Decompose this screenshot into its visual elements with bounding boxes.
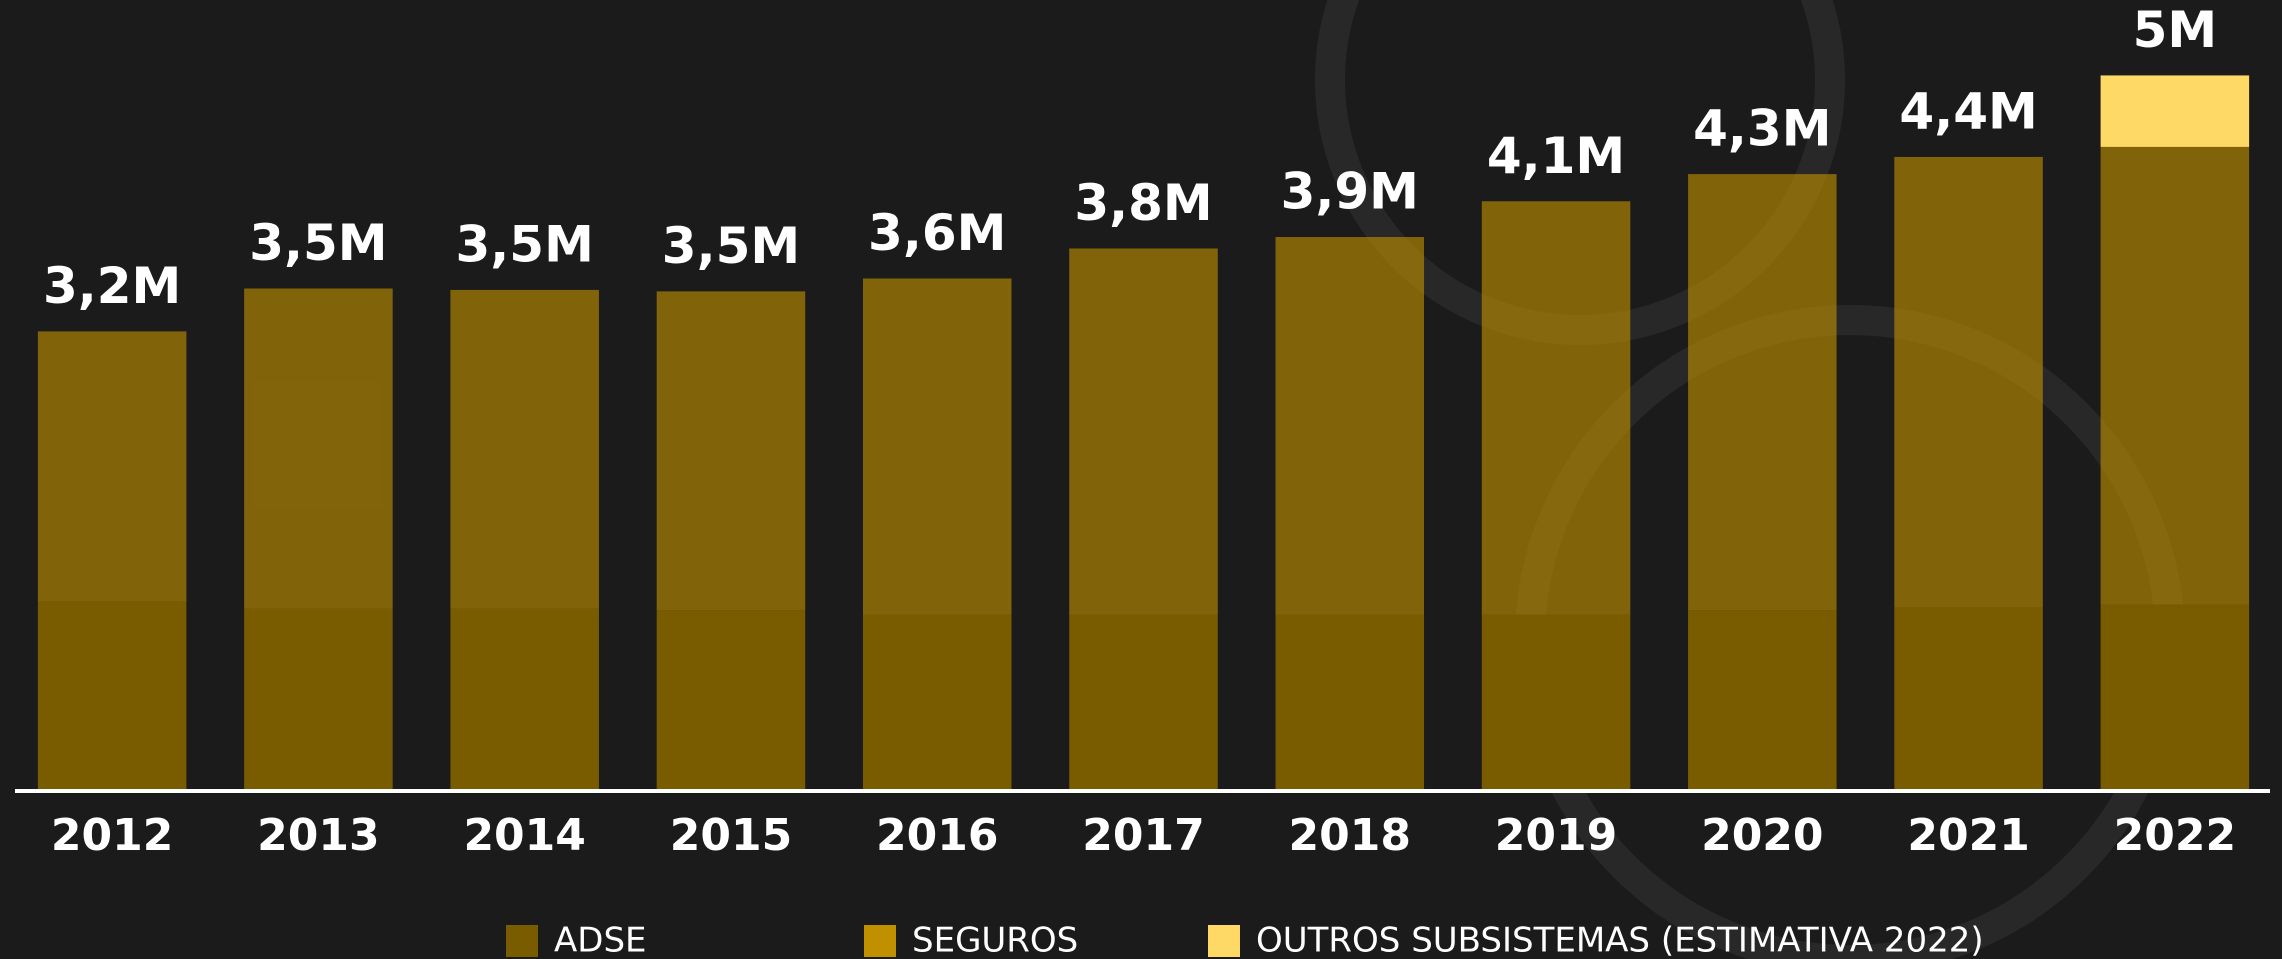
- bar: [1275, 237, 1425, 615]
- bar: [862, 614, 1012, 789]
- bar: [1481, 614, 1631, 789]
- total-label: 3,5M: [249, 214, 387, 272]
- x-tick-label: 2016: [876, 810, 998, 861]
- bar: [656, 291, 806, 611]
- x-tick-label: 2019: [1495, 810, 1617, 861]
- bar: [656, 610, 806, 789]
- bar: [2100, 75, 2250, 147]
- x-tick-label: 2022: [2114, 810, 2236, 861]
- total-label: 5M: [2133, 1, 2218, 59]
- total-label: 4,3M: [1693, 100, 1831, 158]
- total-label: 3,8M: [1074, 174, 1212, 232]
- bar: [1688, 174, 1837, 611]
- x-tick-label: 2017: [1082, 810, 1204, 861]
- bar: [244, 608, 393, 789]
- x-tick-label: 2013: [257, 810, 379, 861]
- x-tick-label: 2012: [51, 810, 173, 861]
- x-tick-label: 2014: [463, 810, 585, 861]
- total-label: 3,5M: [456, 215, 594, 273]
- x-tick-label: 2021: [1907, 810, 2029, 861]
- bar: [2100, 604, 2250, 789]
- legend-label: ADSE: [554, 921, 647, 959]
- legend-swatch: [1208, 925, 1240, 957]
- bar: [1069, 614, 1218, 789]
- legend-swatch: [506, 925, 538, 957]
- bar: [1688, 610, 1837, 789]
- bar: [1894, 156, 2043, 608]
- bar: [450, 289, 599, 609]
- bar: [37, 601, 187, 789]
- legend-swatch: [864, 925, 896, 957]
- x-tick-label: 2018: [1289, 810, 1411, 861]
- bar: [1069, 248, 1218, 615]
- legend-label: OUTROS SUBSISTEMAS (ESTIMATIVA 2022): [1256, 921, 1984, 959]
- total-label: 3,2M: [43, 257, 181, 315]
- bar: [1481, 201, 1631, 615]
- total-label: 3,6M: [868, 204, 1006, 262]
- total-label: 4,1M: [1487, 127, 1625, 185]
- total-label: 3,5M: [662, 217, 800, 275]
- x-tick-label: 2020: [1701, 810, 1823, 861]
- total-label: 4,4M: [1899, 82, 2037, 140]
- bar: [2100, 146, 2250, 605]
- bar: [244, 288, 393, 609]
- bar: [862, 278, 1012, 615]
- x-tick-label: 2015: [670, 810, 792, 861]
- bar: [1894, 607, 2043, 789]
- bar: [37, 331, 187, 602]
- bar: [450, 608, 599, 789]
- total-label: 3,9M: [1281, 163, 1419, 221]
- bar: [1275, 614, 1425, 789]
- legend-label: SEGUROS: [912, 921, 1078, 959]
